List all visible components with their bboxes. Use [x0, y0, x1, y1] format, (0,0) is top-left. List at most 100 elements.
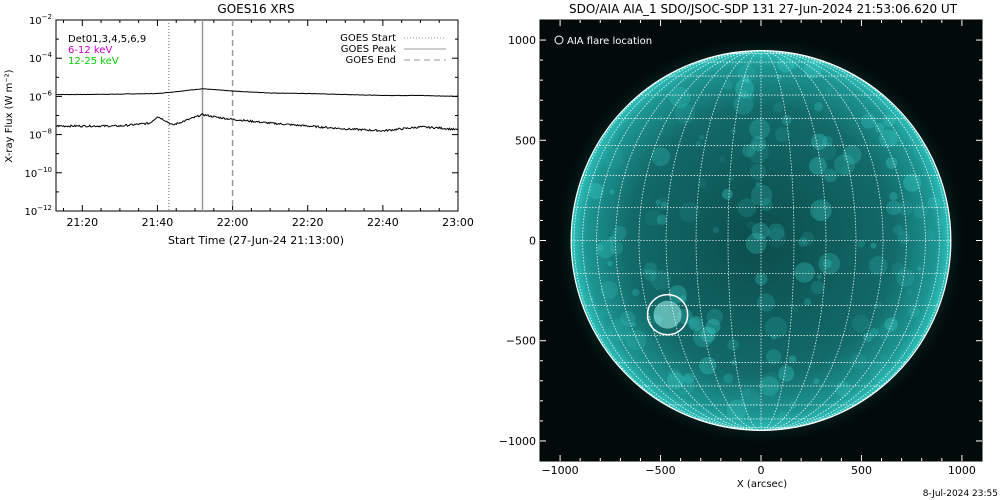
- active-region-blob: [740, 90, 748, 98]
- active-region-blob: [798, 237, 808, 247]
- active-region-blob: [775, 127, 790, 143]
- active-region-blob: [675, 375, 695, 395]
- aia-x-label: X (arcsec): [737, 479, 787, 490]
- active-region-blob: [644, 262, 657, 276]
- active-region-blob: [723, 373, 734, 384]
- aia-y-axis: 1000 500 0 −500 −1000: [499, 34, 982, 448]
- active-region-blob: [917, 266, 922, 271]
- goes-x-tick-label: 21:20: [66, 216, 98, 229]
- active-region-blob: [688, 316, 704, 332]
- active-region-blob: [804, 60, 822, 79]
- goes-y-tick-label: 10−12: [24, 204, 52, 218]
- active-region-blob: [842, 145, 862, 165]
- goes-x-tick-label: 22:20: [292, 216, 324, 229]
- aia-title: SDO/AIA AIA_1 SDO/JSOC-SDP 131 27-Jun-20…: [569, 2, 958, 16]
- active-region-blob: [737, 198, 757, 218]
- aia-y-tick-label: −1000: [499, 435, 536, 448]
- active-region-blob: [766, 349, 782, 365]
- active-region-blob: [794, 262, 815, 283]
- aia-y-tick-label: 0: [529, 235, 536, 248]
- grid-longitude-line: [582, 50, 762, 431]
- aia-x-tick-label: 500: [851, 464, 872, 477]
- active-region-blob: [766, 228, 787, 248]
- active-region-blob: [597, 244, 604, 251]
- active-region-blob: [810, 199, 832, 222]
- active-region-blob: [884, 317, 898, 332]
- active-region-blob: [712, 226, 720, 234]
- active-region-blob: [645, 209, 662, 227]
- active-region-blob: [723, 80, 733, 90]
- active-region-blob: [822, 136, 833, 147]
- active-region-blob: [778, 365, 795, 382]
- active-region-blob: [878, 323, 895, 341]
- active-region-blob: [896, 268, 915, 287]
- active-region-blob: [879, 353, 889, 362]
- active-region-blob: [750, 184, 773, 207]
- active-region-blob: [745, 78, 751, 83]
- active-region-blob: [608, 235, 617, 244]
- active-region-blob: [733, 94, 754, 115]
- active-region-blob: [908, 305, 920, 318]
- grid-longitude-line: [727, 50, 762, 431]
- active-region-blob: [809, 157, 827, 175]
- aia-x-tick-label: 0: [758, 464, 765, 477]
- goes-x-tick-label: 23:00: [442, 216, 474, 229]
- footer-timestamp: 8-Jul-2024 23:55: [923, 489, 998, 499]
- active-region-blob: [668, 285, 687, 304]
- active-region-blob: [906, 289, 913, 296]
- active-region-blob: [765, 316, 787, 339]
- active-region-blob: [822, 259, 832, 269]
- goes-y-tick-label: 10−6: [29, 89, 53, 103]
- active-region-blob: [790, 304, 799, 313]
- active-region-blob: [600, 307, 610, 317]
- active-region-blob: [788, 355, 797, 364]
- goes-x-axis: 21:20 21:40 22:00 22:20 22:40 23:00: [63, 20, 474, 229]
- aia-x-axis: −1000 −500 0 500 1000: [541, 20, 976, 477]
- goes-y-tick-label: 10−8: [29, 128, 52, 142]
- active-region-blob: [767, 223, 785, 241]
- active-region-blob: [727, 339, 739, 351]
- active-region-blob: [791, 62, 798, 69]
- active-region-blob: [885, 157, 898, 169]
- active-region-blob: [870, 242, 877, 249]
- active-region-blob: [927, 196, 941, 209]
- active-region-blob: [651, 147, 671, 167]
- active-region-blob: [693, 326, 714, 348]
- active-region-blob: [697, 178, 708, 189]
- active-region-blob: [863, 332, 873, 343]
- goes-y-label: X-ray Flux (W m⁻²): [4, 69, 15, 162]
- active-region-blob: [706, 308, 723, 326]
- active-region-blob: [656, 214, 667, 225]
- active-region-blob: [655, 200, 661, 205]
- active-region-blob: [748, 93, 755, 100]
- active-region-blob: [841, 165, 851, 175]
- active-region-blob: [913, 203, 928, 219]
- active-region-blob: [700, 326, 717, 343]
- active-region-blob: [705, 318, 721, 334]
- active-region-blob: [737, 64, 756, 83]
- goes-y-tick-label: 10−2: [29, 13, 52, 27]
- active-region-blob: [640, 268, 648, 275]
- active-region-blob: [742, 75, 749, 82]
- active-region-blob: [857, 239, 866, 248]
- active-region-blob: [813, 102, 823, 112]
- active-region-blob: [608, 318, 631, 341]
- active-region-blob: [602, 147, 624, 170]
- grid-longitude-line: [760, 50, 795, 431]
- active-region-blob: [698, 134, 705, 140]
- goes-x-tick-label: 22:40: [367, 216, 399, 229]
- active-region-blob: [749, 163, 766, 180]
- flare-legend-label: AIA flare location: [567, 36, 652, 47]
- aia-x-tick-label: 1000: [948, 464, 976, 477]
- active-region-blob: [825, 86, 833, 94]
- active-region-blob: [749, 118, 770, 140]
- active-region-blob: [897, 200, 913, 216]
- active-region-blob: [761, 371, 782, 392]
- active-region-blob: [861, 113, 877, 129]
- active-region-blob: [874, 122, 885, 133]
- active-region-blob: [800, 231, 815, 246]
- active-region-blob: [750, 136, 767, 152]
- active-region-blob: [892, 224, 904, 236]
- active-region-blob: [773, 103, 783, 113]
